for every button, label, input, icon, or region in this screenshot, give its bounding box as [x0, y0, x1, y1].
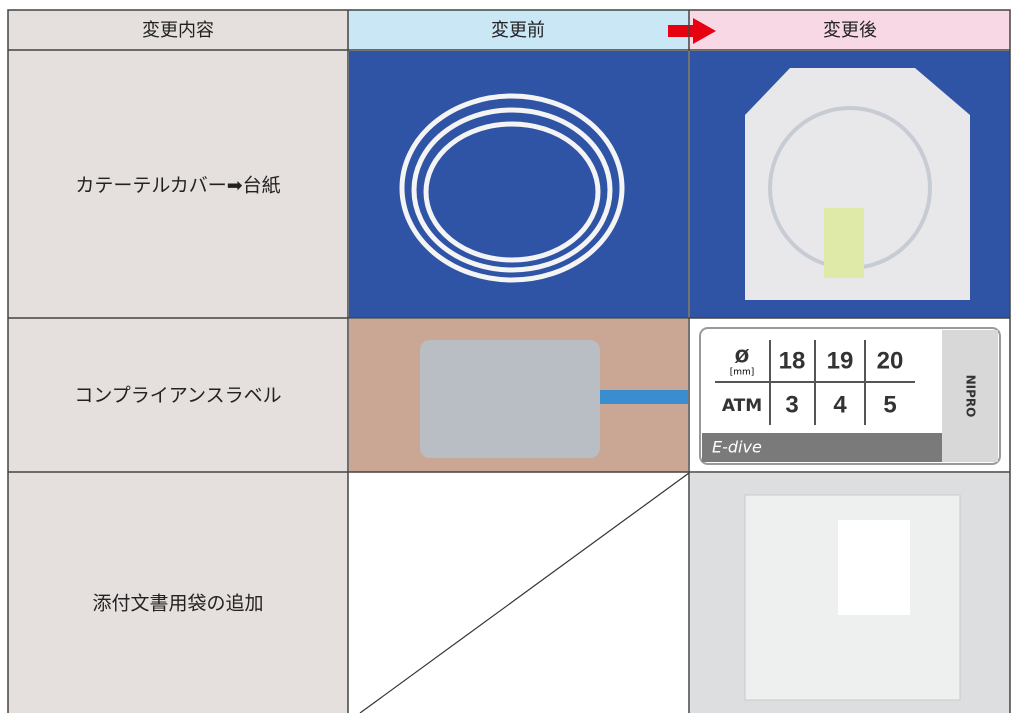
label-text: 18 — [779, 347, 806, 374]
diagonal — [359, 472, 690, 713]
table-borders — [7, 9, 1011, 713]
label-text: [mm] — [730, 368, 755, 378]
coil — [399, 93, 625, 283]
row-label: カテーテルカバー➡台紙 — [75, 175, 280, 197]
arrow — [668, 18, 716, 44]
label-brand: E-dive — [712, 438, 762, 457]
header-cell: 変更後 — [823, 20, 877, 41]
label-maker: NIPRO — [964, 375, 978, 418]
header-cell: 変更内容 — [142, 20, 214, 41]
row-label: コンプライアンスラベル — [74, 385, 281, 407]
label-column — [8, 10, 348, 713]
label-band — [702, 433, 942, 462]
label-text: ATM — [722, 396, 762, 416]
label-text: 19 — [827, 347, 854, 374]
label-text: 3 — [785, 391, 798, 418]
label-text: 4 — [833, 391, 847, 418]
header-after-bg — [689, 10, 1010, 50]
label-text: 5 — [883, 391, 896, 418]
label-text: ø — [735, 341, 750, 368]
label-grid — [715, 340, 915, 425]
label-tab — [942, 330, 998, 462]
label-text: 20 — [877, 347, 904, 374]
document — [838, 520, 910, 615]
tag — [824, 208, 864, 278]
tube — [600, 390, 688, 404]
label-graphic — [699, 327, 1001, 465]
label-photo — [420, 340, 600, 458]
row-label: 添付文書用袋の追加 — [92, 593, 263, 615]
header-cell: 変更前 — [491, 20, 545, 41]
header-before-bg — [348, 10, 689, 50]
